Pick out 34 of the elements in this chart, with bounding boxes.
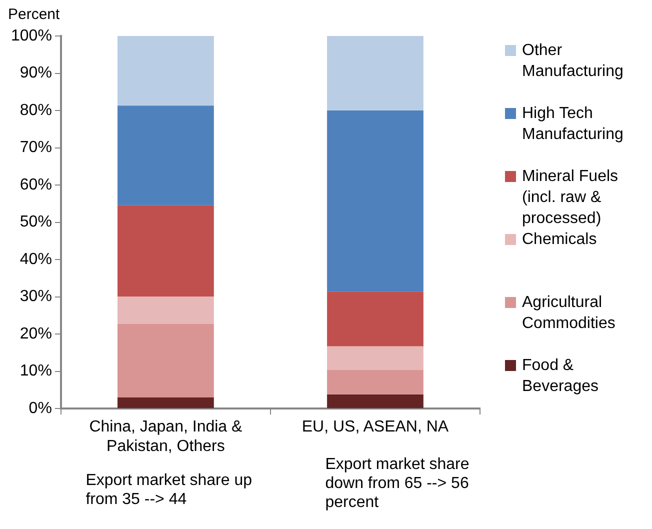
bar [327, 110, 424, 292]
legend-label: High Tech Manufacturing [522, 104, 624, 145]
y-tick-label: 70% [20, 139, 52, 156]
y-tick-label: 30% [20, 288, 52, 306]
y-tick-label: 10% [20, 362, 52, 380]
y-tick-label: 20% [20, 325, 52, 342]
legend-label: Other Manufacturing [522, 41, 624, 82]
y-tick-label: 80% [20, 102, 52, 119]
bar [118, 106, 214, 206]
y-tick-label: 60% [20, 176, 52, 194]
bar [327, 36, 424, 111]
bar [327, 346, 424, 370]
legend-label: Chemicals [522, 230, 598, 250]
text: Export market share down from 65 --> 56 percent [325, 454, 470, 512]
y-tick-label: 50% [20, 214, 52, 231]
bar [118, 36, 214, 106]
bar [118, 324, 214, 398]
y-tick-label: 0% [28, 400, 52, 418]
x-tick-label: EU, US, ASEAN, NA [302, 418, 449, 436]
bar [327, 394, 424, 408]
x-tick-label: China, Japan, India & Pakistan, Others [89, 418, 243, 455]
bar [327, 370, 424, 394]
bar [327, 292, 424, 346]
y-axis-title: Percent [8, 6, 60, 23]
y-tick-label: 90% [20, 64, 52, 82]
y-tick-label: 100% [11, 27, 52, 44]
legend-label: Agricultural Commodities [522, 293, 616, 334]
y-tick-label: 40% [20, 250, 52, 268]
legend-label: Food & Beverages [522, 356, 600, 397]
bar [118, 397, 214, 408]
bar [118, 205, 214, 296]
legend-label: Mineral Fuels (incl. raw & processed) [522, 167, 620, 229]
bar [118, 296, 214, 324]
text: Export market share up from 35 --> 44 [86, 470, 253, 509]
